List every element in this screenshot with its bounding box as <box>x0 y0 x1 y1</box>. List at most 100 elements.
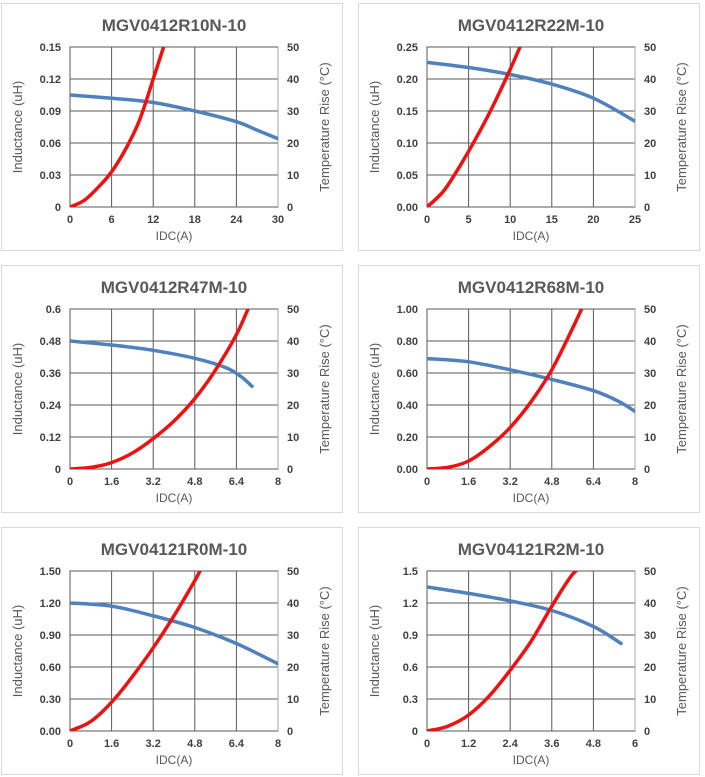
plot-frame <box>426 46 636 208</box>
x-tick-label: 6.4 <box>229 476 245 488</box>
x-tick-label: 3.2 <box>146 738 161 750</box>
y-axis-label: Inductance (uH) <box>10 81 25 174</box>
x-tick-label: 15 <box>546 214 558 226</box>
temperature-rise-line <box>427 309 584 469</box>
x-tick-label: 3.2 <box>503 476 518 488</box>
temperature-rise-line <box>70 47 166 207</box>
x-tick-label: 3.6 <box>544 738 559 750</box>
chart-panel-r47m: MGV0412R47M-10 0 1.6 3.2 4.8 6.4 8 0 0.12 0.24 0.3… <box>1 265 343 513</box>
x-tick-label: 1.6 <box>104 738 119 750</box>
y2-tick-label: 40 <box>644 598 656 610</box>
x-tick-label: 25 <box>629 214 641 226</box>
y2-tick-label: 40 <box>287 74 299 86</box>
y-tick-label: 0.90 <box>40 630 61 642</box>
temperature-rise-line <box>70 309 250 469</box>
y-tick-label: 0.06 <box>40 138 61 150</box>
x-tick-label: 5 <box>466 214 472 226</box>
x-tick-label: 18 <box>189 214 201 226</box>
y-tick-label: 0.80 <box>397 336 418 348</box>
x-tick-label: 4.8 <box>544 476 559 488</box>
chart-panel-r68m: MGV0412R68M-10 0 1.6 3.2 4.8 6.4 8 0.00 0.20 0.40… <box>358 265 700 513</box>
y2-tick-label: 40 <box>644 336 656 348</box>
x-tick-label: 6.4 <box>586 476 602 488</box>
x-axis-label: IDC(A) <box>156 491 193 505</box>
y2-tick-label: 30 <box>644 368 656 380</box>
y2-tick-label: 50 <box>287 566 299 578</box>
y-tick-label: 1.2 <box>403 598 418 610</box>
x-tick-label: 20 <box>587 214 599 226</box>
x-tick-label: 30 <box>272 214 284 226</box>
x-axis-label: IDC(A) <box>156 753 193 767</box>
inductance-line <box>427 60 635 123</box>
inductance-line <box>70 339 254 389</box>
chart-svg: MGV0412R22M-10 0 5 10 15 20 25 0.00 0.05 0.10 0.15… <box>367 16 689 243</box>
y2-axis-label: Temperature Rise (°C) <box>674 324 689 453</box>
y-tick-label: 0.40 <box>397 400 418 412</box>
y-tick-label: 0.20 <box>397 74 418 86</box>
y-tick-label: 0.48 <box>40 336 61 348</box>
y2-tick-label: 10 <box>644 694 656 706</box>
x-tick-label: 6.4 <box>229 738 245 750</box>
x-tick-label: 6 <box>109 214 115 226</box>
x-tick-label: 0 <box>424 476 430 488</box>
chart-svg: MGV04121R2M-100 1.2 2.4 3.6 4.8 600.30.60.91.… <box>367 540 689 767</box>
x-tick-label: 4.8 <box>586 738 601 750</box>
chart-title: MGV0412R10N-10 <box>102 16 247 35</box>
x-tick-label: 4.8 <box>187 738 202 750</box>
y2-tick-label: 0 <box>644 202 650 214</box>
y-tick-label: 0.00 <box>397 464 418 476</box>
inductance-line <box>427 356 635 414</box>
y2-tick-label: 0 <box>644 464 650 476</box>
inductance-line <box>70 93 278 141</box>
y2-tick-label: 40 <box>287 336 299 348</box>
inductance-line <box>427 585 623 646</box>
y-tick-label: 0.20 <box>397 432 418 444</box>
temperature-rise-line <box>427 571 579 731</box>
y2-axis-label: Temperature Rise (°C) <box>317 586 332 715</box>
y2-tick-label: 10 <box>287 694 299 706</box>
x-tick-label: 8 <box>632 476 638 488</box>
chart-panel-1r0m: MGV04121R0M-10 0 1.6 3.2 4.8 6.4 8 0.00 0.30 0.60… <box>1 527 343 775</box>
x-tick-label: 12 <box>147 214 159 226</box>
x-axis-label: IDC(A) <box>156 229 193 243</box>
y-tick-label: 0.00 <box>397 202 418 214</box>
temperature-rise-line <box>70 571 202 731</box>
x-tick-label: 0 <box>67 738 73 750</box>
y2-tick-label: 30 <box>644 630 656 642</box>
x-tick-label: 0 <box>424 738 430 750</box>
y-tick-label: 0.09 <box>40 106 61 118</box>
y2-tick-label: 50 <box>644 304 656 316</box>
y2-tick-label: 10 <box>644 432 656 444</box>
chart-title: MGV0412R68M-10 <box>458 278 604 297</box>
chart-title: MGV0412R22M-10 <box>458 16 604 35</box>
y-tick-label: 0.60 <box>40 662 61 674</box>
y2-tick-label: 10 <box>287 432 299 444</box>
chart-svg: MGV0412R68M-10 0 1.6 3.2 4.8 6.4 8 0.00 0.20 0.40… <box>367 278 689 505</box>
x-tick-label: 2.4 <box>503 738 519 750</box>
y-tick-label: 0.24 <box>40 400 62 412</box>
chart-panel-r10n: MGV0412R10N-10 0 6 12 18 24 30 0 0.03 0.06 0.09 0.1… <box>1 3 343 251</box>
y-tick-label: 0.10 <box>397 138 418 150</box>
y2-tick-label: 0 <box>287 726 293 738</box>
y2-tick-label: 0 <box>287 202 293 214</box>
chart-title: MGV04121R2M-10 <box>458 540 604 559</box>
x-tick-label: 1.2 <box>461 738 476 750</box>
y2-tick-label: 10 <box>644 170 656 182</box>
y2-tick-label: 10 <box>287 170 299 182</box>
y2-axis-label: Temperature Rise (°C) <box>317 62 332 191</box>
y-tick-label: 0.36 <box>40 368 61 380</box>
y-tick-label: 1.00 <box>397 304 418 316</box>
y2-axis-label: Temperature Rise (°C) <box>674 586 689 715</box>
y2-tick-label: 50 <box>287 304 299 316</box>
y2-tick-label: 30 <box>287 630 299 642</box>
y-tick-label: 0 <box>55 464 61 476</box>
inductance-line <box>70 601 278 666</box>
plot-frame <box>69 570 279 732</box>
y2-tick-label: 20 <box>287 138 299 150</box>
y2-tick-label: 50 <box>287 42 299 54</box>
y2-tick-label: 20 <box>287 400 299 412</box>
y2-tick-label: 20 <box>644 400 656 412</box>
chart-title: MGV0412R47M-10 <box>101 278 247 297</box>
chart-svg: MGV0412R47M-100 1.6 3.2 4.8 6.4 800.120.240.3… <box>10 278 332 505</box>
y-tick-label: 0 <box>55 202 61 214</box>
